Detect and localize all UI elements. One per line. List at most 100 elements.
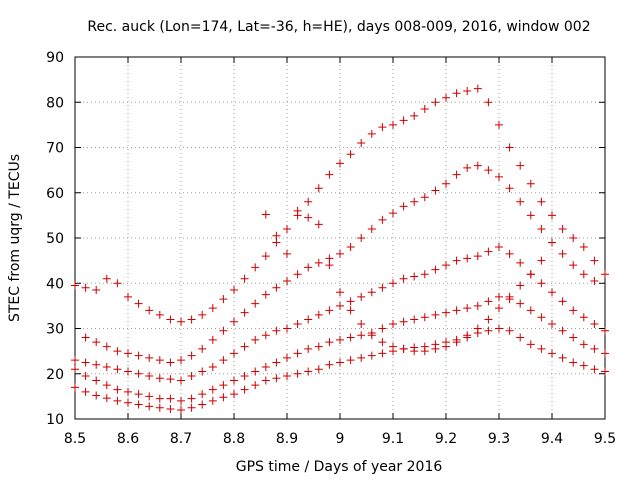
data-point [431,186,440,195]
data-point [336,249,344,258]
data-point [420,347,429,356]
data-point [293,369,302,378]
data-point [92,391,101,400]
data-point [452,306,461,315]
data-point [124,398,132,407]
data-point [537,197,546,206]
data-point [155,374,164,383]
data-point [336,335,344,344]
data-point [293,349,302,358]
data-point [304,263,313,272]
data-point [336,159,344,168]
y-tick-label: 70 [46,141,64,157]
data-point [420,105,429,114]
data-point [283,249,291,258]
x-tick-label: 9.2 [435,431,457,447]
data-point [198,310,207,319]
data-point [601,349,609,358]
data-point [601,270,609,279]
data-point [240,385,249,394]
data-point [71,356,79,365]
data-point [304,197,313,206]
data-point [495,292,503,301]
data-point [516,333,525,342]
data-point [81,333,90,342]
data-point [420,313,429,322]
data-point [548,238,556,247]
x-tick-label: 8.9 [276,431,298,447]
data-point [367,331,376,340]
data-point [219,381,228,390]
data-point [208,362,217,371]
data-point [505,249,514,258]
y-tick-label: 20 [46,367,64,383]
data-point [177,396,185,405]
data-point [166,394,175,403]
x-tick-label: 9.1 [382,431,404,447]
data-point [102,342,111,351]
data-point [283,324,291,333]
x-tick-labels: 8.5 8.6 8.7 8.8 8.9 9 9.1 9.2 9.3 9.4 9.5 [64,431,616,447]
data-point [336,358,344,367]
data-point [219,393,228,402]
data-point [81,283,90,292]
data-point [505,143,514,152]
data-point [473,252,482,261]
x-tick-label: 8.6 [117,431,139,447]
data-point [357,353,366,362]
data-point [569,333,578,342]
data-point [579,270,588,279]
data-point [346,356,355,365]
data-point [208,385,217,394]
data-point [516,161,525,170]
data-point [113,347,122,356]
data-point [558,297,567,306]
data-point [495,304,503,313]
data-point [526,340,535,349]
plot-frame [74,56,606,420]
data-point [92,338,101,347]
data-point [314,310,323,319]
data-point [590,276,599,285]
data-point [272,374,281,383]
data-point [261,376,270,385]
data-point [102,381,111,390]
data-point [389,319,397,328]
data-point [325,360,334,369]
data-point [166,375,175,384]
data-point [579,313,588,322]
data-point [431,310,440,319]
data-point [357,234,366,242]
data-point [71,365,79,374]
data-point [526,270,535,279]
axes [74,56,606,420]
data-point [590,319,599,328]
data-point [442,261,450,270]
data-point [314,184,323,193]
data-point [537,256,546,265]
data-point [134,299,143,308]
data-point [601,367,609,376]
data-point [261,252,270,261]
data-point [272,231,281,240]
data-point [198,400,207,409]
data-point [187,372,196,381]
data-point [346,297,355,306]
data-point [346,243,355,252]
data-point [124,387,132,396]
data-point [272,358,281,367]
data-point [378,283,387,292]
data-point [558,353,567,362]
data-point [389,279,397,288]
data-point [410,347,419,356]
data-point [357,331,366,340]
data-point [145,392,154,401]
data-point [505,326,514,335]
data-point [463,331,472,340]
data-point [537,344,546,353]
data-point [484,247,493,256]
data-point [113,365,122,374]
data-point [325,261,334,270]
data-point [569,306,578,315]
data-point [516,299,525,308]
